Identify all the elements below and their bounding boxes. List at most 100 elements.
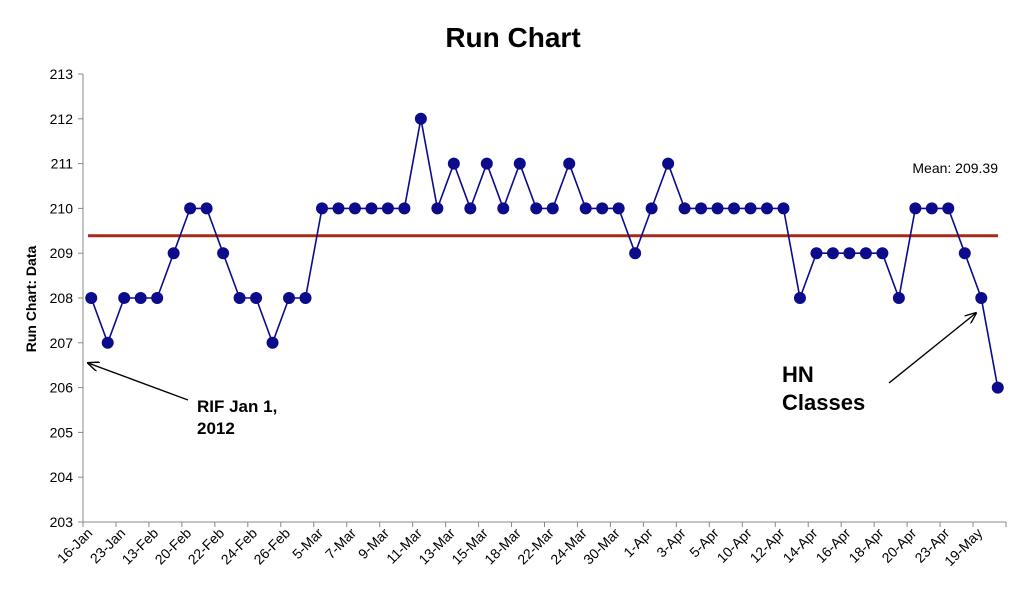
mean-line-group: Mean: 209.39: [88, 160, 998, 238]
x-tick-label: 12-Apr: [747, 525, 788, 566]
data-point: [843, 247, 856, 260]
data-point: [892, 292, 905, 304]
y-tick-label: 212: [50, 111, 74, 127]
data-point: [497, 202, 510, 215]
data-point: [348, 202, 361, 215]
data-series: [85, 112, 1004, 394]
data-point: [728, 202, 741, 215]
annotation-hn-classes: HN Classes: [782, 313, 976, 415]
mean-label: Mean: 209.39: [912, 160, 998, 176]
data-point: [315, 202, 328, 215]
data-point: [563, 157, 576, 170]
data-point: [447, 157, 460, 170]
y-tick-label: 207: [50, 335, 74, 351]
annotation-rif-line1: RIF Jan 1,: [197, 397, 277, 416]
x-tick-label: 18-Apr: [845, 525, 886, 566]
data-point: [761, 202, 774, 215]
data-point: [118, 292, 131, 304]
data-point: [464, 202, 477, 215]
data-point: [431, 202, 444, 215]
annotation-arrow: [88, 363, 189, 401]
data-point: [909, 202, 922, 215]
data-point: [810, 247, 823, 260]
data-point: [579, 202, 592, 215]
y-tick-label: 208: [50, 290, 74, 306]
x-tick-label: 16-Jan: [54, 525, 96, 567]
data-point: [414, 112, 427, 125]
x-tick-label: 13-Feb: [119, 525, 162, 568]
data-point: [662, 157, 675, 170]
data-point: [151, 292, 164, 304]
y-tick-label: 210: [50, 200, 74, 216]
data-point: [167, 247, 180, 260]
data-point: [513, 157, 526, 170]
data-point: [299, 292, 312, 304]
x-tick-label: 1-Apr: [620, 525, 656, 561]
x-tick-label: 26-Feb: [250, 525, 293, 568]
data-point: [596, 202, 609, 215]
data-point: [381, 202, 394, 215]
data-point: [398, 202, 411, 215]
y-tick-label: 211: [51, 156, 74, 172]
y-tick-label: 204: [50, 469, 74, 485]
x-tick-label: 7-Mar: [322, 525, 359, 562]
data-point: [546, 202, 559, 215]
data-point: [530, 202, 543, 215]
data-point: [480, 157, 493, 170]
data-point: [233, 292, 246, 304]
y-tick-label: 209: [50, 245, 74, 261]
data-point: [678, 202, 691, 215]
x-tick-label: 22-Feb: [185, 525, 228, 568]
x-tick-label: 24-Feb: [218, 525, 261, 568]
y-tick-label: 203: [50, 514, 74, 530]
x-tick-label: 20-Feb: [152, 525, 195, 568]
data-point: [645, 202, 658, 215]
x-tick-label: 20-Apr: [878, 525, 919, 566]
data-point: [744, 202, 757, 215]
x-tick-label: 30-Mar: [580, 525, 623, 568]
x-tick-label: 3-Apr: [653, 525, 689, 561]
annotation-hn-line1: HN: [782, 362, 814, 387]
x-tick-label: 14-Apr: [780, 525, 821, 566]
x-axis: 16-Jan23-Jan13-Feb20-Feb22-Feb24-Feb26-F…: [54, 522, 1007, 569]
data-point: [958, 247, 971, 260]
data-point: [942, 202, 955, 215]
data-point: [859, 247, 872, 260]
data-point: [925, 202, 938, 215]
data-point: [711, 202, 724, 215]
data-point: [217, 247, 230, 260]
data-point: [826, 247, 839, 260]
data-point: [876, 247, 889, 260]
data-point: [991, 381, 1004, 394]
data-point: [184, 202, 197, 215]
data-point: [695, 202, 708, 215]
annotation-hn-line2: Classes: [782, 390, 865, 415]
y-axis: 203 204 205 206 207 208 209 210 211 212 213: [50, 66, 83, 530]
annotation-arrow: [888, 313, 976, 384]
y-axis-label: Run Chart: Data: [23, 246, 39, 353]
annotation-rif: RIF Jan 1, 2012: [88, 363, 277, 438]
data-point: [134, 292, 147, 304]
x-tick-label: 10-Apr: [714, 525, 755, 566]
data-point: [85, 292, 98, 304]
data-point: [793, 292, 806, 304]
data-point: [629, 247, 642, 260]
chart-title: Run Chart: [445, 22, 580, 53]
data-point: [250, 292, 263, 304]
annotation-rif-line2: 2012: [197, 419, 235, 438]
data-point: [332, 202, 345, 215]
x-tick-label: 16-Apr: [813, 525, 854, 566]
y-tick-label: 206: [50, 380, 74, 396]
y-tick-label: 205: [50, 424, 74, 440]
data-point: [975, 292, 988, 304]
data-point: [283, 292, 296, 304]
data-point: [612, 202, 625, 215]
data-point: [365, 202, 378, 215]
data-point: [200, 202, 213, 215]
data-point: [266, 336, 279, 349]
data-point: [101, 336, 114, 349]
data-point: [777, 202, 790, 215]
x-tick-label: 5-Mar: [289, 525, 326, 562]
y-tick-label: 213: [50, 66, 74, 82]
